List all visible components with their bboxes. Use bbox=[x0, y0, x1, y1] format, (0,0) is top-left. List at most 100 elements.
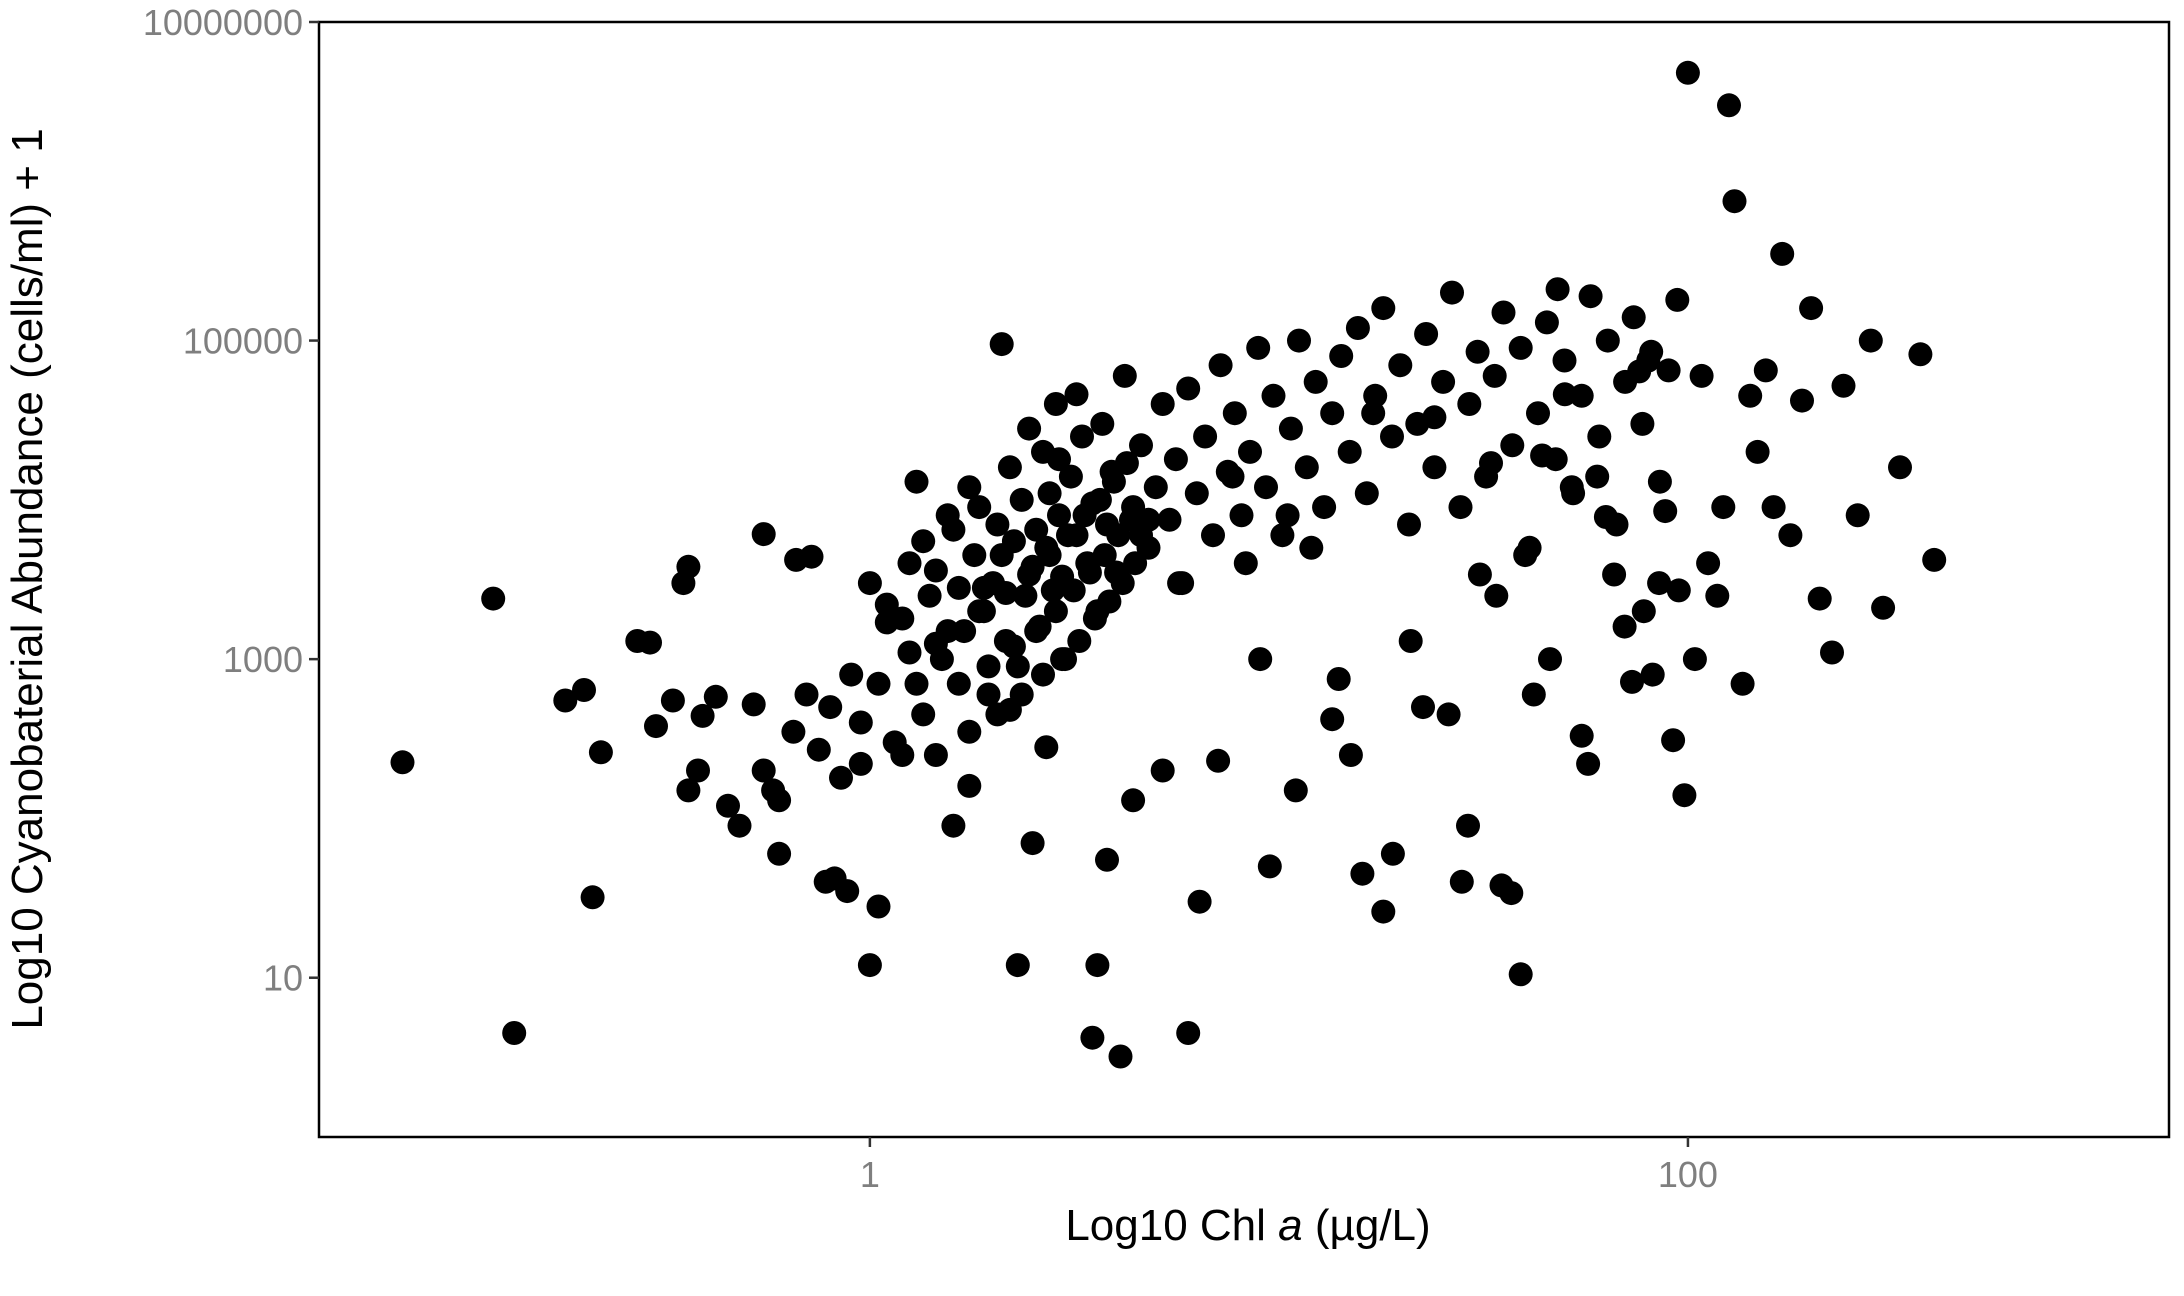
data-point bbox=[1508, 335, 1533, 360]
data-point bbox=[1361, 401, 1386, 426]
data-point bbox=[1431, 369, 1456, 394]
data-point bbox=[985, 512, 1010, 537]
data-point bbox=[1630, 411, 1655, 436]
data-point bbox=[1085, 953, 1110, 978]
data-point bbox=[1552, 348, 1577, 373]
y-tick-label: 10 bbox=[263, 958, 303, 999]
data-point bbox=[703, 684, 728, 709]
x-tick-label: 1 bbox=[860, 1154, 880, 1195]
data-point bbox=[1112, 363, 1137, 388]
data-point bbox=[1621, 305, 1646, 330]
data-point bbox=[638, 630, 662, 655]
data-point bbox=[1114, 451, 1139, 476]
data-point bbox=[1517, 535, 1542, 560]
data-point bbox=[1612, 614, 1637, 639]
data-point bbox=[911, 702, 936, 727]
data-point bbox=[1043, 599, 1068, 624]
data-point bbox=[1656, 358, 1681, 383]
data-point bbox=[553, 688, 578, 713]
data-point bbox=[1246, 335, 1271, 360]
data-point bbox=[952, 619, 977, 644]
data-point bbox=[1538, 647, 1562, 672]
data-point bbox=[957, 475, 982, 500]
data-point bbox=[686, 758, 710, 783]
data-point bbox=[1561, 481, 1586, 506]
data-point bbox=[1354, 481, 1379, 506]
data-point bbox=[1072, 503, 1097, 528]
data-point bbox=[923, 743, 948, 767]
data-point bbox=[1653, 499, 1678, 524]
y-tick-label: 100000 bbox=[183, 321, 303, 362]
data-point bbox=[794, 682, 819, 707]
data-point bbox=[1187, 889, 1212, 914]
data-point bbox=[946, 671, 971, 696]
data-point bbox=[1037, 481, 1062, 506]
axes: 1 100 10 1000 100000 10000000 bbox=[143, 2, 1718, 1195]
data-point bbox=[911, 529, 936, 554]
data-point bbox=[1176, 376, 1201, 401]
data-point bbox=[857, 571, 882, 596]
data-point bbox=[1639, 339, 1664, 364]
data-point bbox=[1092, 543, 1117, 568]
data-point bbox=[1275, 503, 1300, 528]
data-point bbox=[890, 606, 915, 631]
data-point bbox=[1467, 562, 1492, 587]
data-point bbox=[1778, 523, 1803, 548]
data-point bbox=[1345, 316, 1370, 340]
data-point bbox=[929, 647, 954, 672]
data-point bbox=[941, 813, 966, 838]
data-point bbox=[1508, 962, 1533, 987]
data-point bbox=[1150, 758, 1175, 783]
data-point bbox=[1675, 60, 1700, 85]
data-point bbox=[1820, 640, 1844, 665]
data-point bbox=[1457, 392, 1482, 416]
data-point bbox=[767, 841, 792, 866]
data-point bbox=[1604, 512, 1629, 537]
data-point bbox=[1157, 507, 1182, 532]
data-point bbox=[904, 671, 929, 696]
data-point bbox=[1034, 735, 1059, 760]
data-point bbox=[1312, 495, 1337, 520]
data-point bbox=[1031, 662, 1055, 687]
data-point bbox=[1143, 475, 1168, 500]
data-point bbox=[1521, 682, 1546, 707]
data-point bbox=[1647, 469, 1672, 494]
data-point bbox=[1578, 284, 1603, 309]
data-point bbox=[1640, 662, 1665, 687]
data-point bbox=[848, 710, 873, 735]
data-point bbox=[917, 583, 942, 608]
data-point bbox=[1414, 322, 1439, 346]
data-point bbox=[957, 773, 982, 798]
data-point bbox=[1261, 383, 1286, 408]
data-point bbox=[1585, 464, 1610, 489]
data-point bbox=[781, 719, 806, 744]
data-point bbox=[1193, 424, 1218, 449]
data-point bbox=[1303, 369, 1328, 394]
data-point bbox=[767, 788, 792, 813]
data-point bbox=[580, 885, 605, 910]
data-point bbox=[1380, 841, 1405, 866]
data-point bbox=[502, 1021, 527, 1045]
data-point bbox=[1001, 529, 1026, 554]
data-point bbox=[1215, 459, 1240, 484]
plot-panel bbox=[317, 20, 2171, 1139]
x-tick-label: 100 bbox=[1658, 1154, 1718, 1195]
data-point bbox=[660, 688, 685, 713]
data-point bbox=[897, 551, 922, 576]
data-point bbox=[799, 544, 824, 569]
data-point bbox=[1807, 586, 1832, 611]
data-point bbox=[1110, 571, 1135, 596]
data-point bbox=[644, 714, 668, 739]
data-point bbox=[1790, 388, 1814, 413]
data-point bbox=[1095, 847, 1119, 872]
data-point bbox=[1397, 512, 1421, 537]
x-axis-title-italic: a bbox=[1278, 1201, 1302, 1250]
data-point bbox=[1320, 707, 1345, 732]
data-point bbox=[1647, 571, 1672, 596]
data-point bbox=[1526, 401, 1550, 426]
data-point bbox=[1087, 487, 1112, 512]
data-point bbox=[390, 750, 415, 775]
data-point bbox=[1299, 535, 1324, 560]
data-point bbox=[1717, 93, 1741, 118]
data-point bbox=[1682, 647, 1707, 672]
